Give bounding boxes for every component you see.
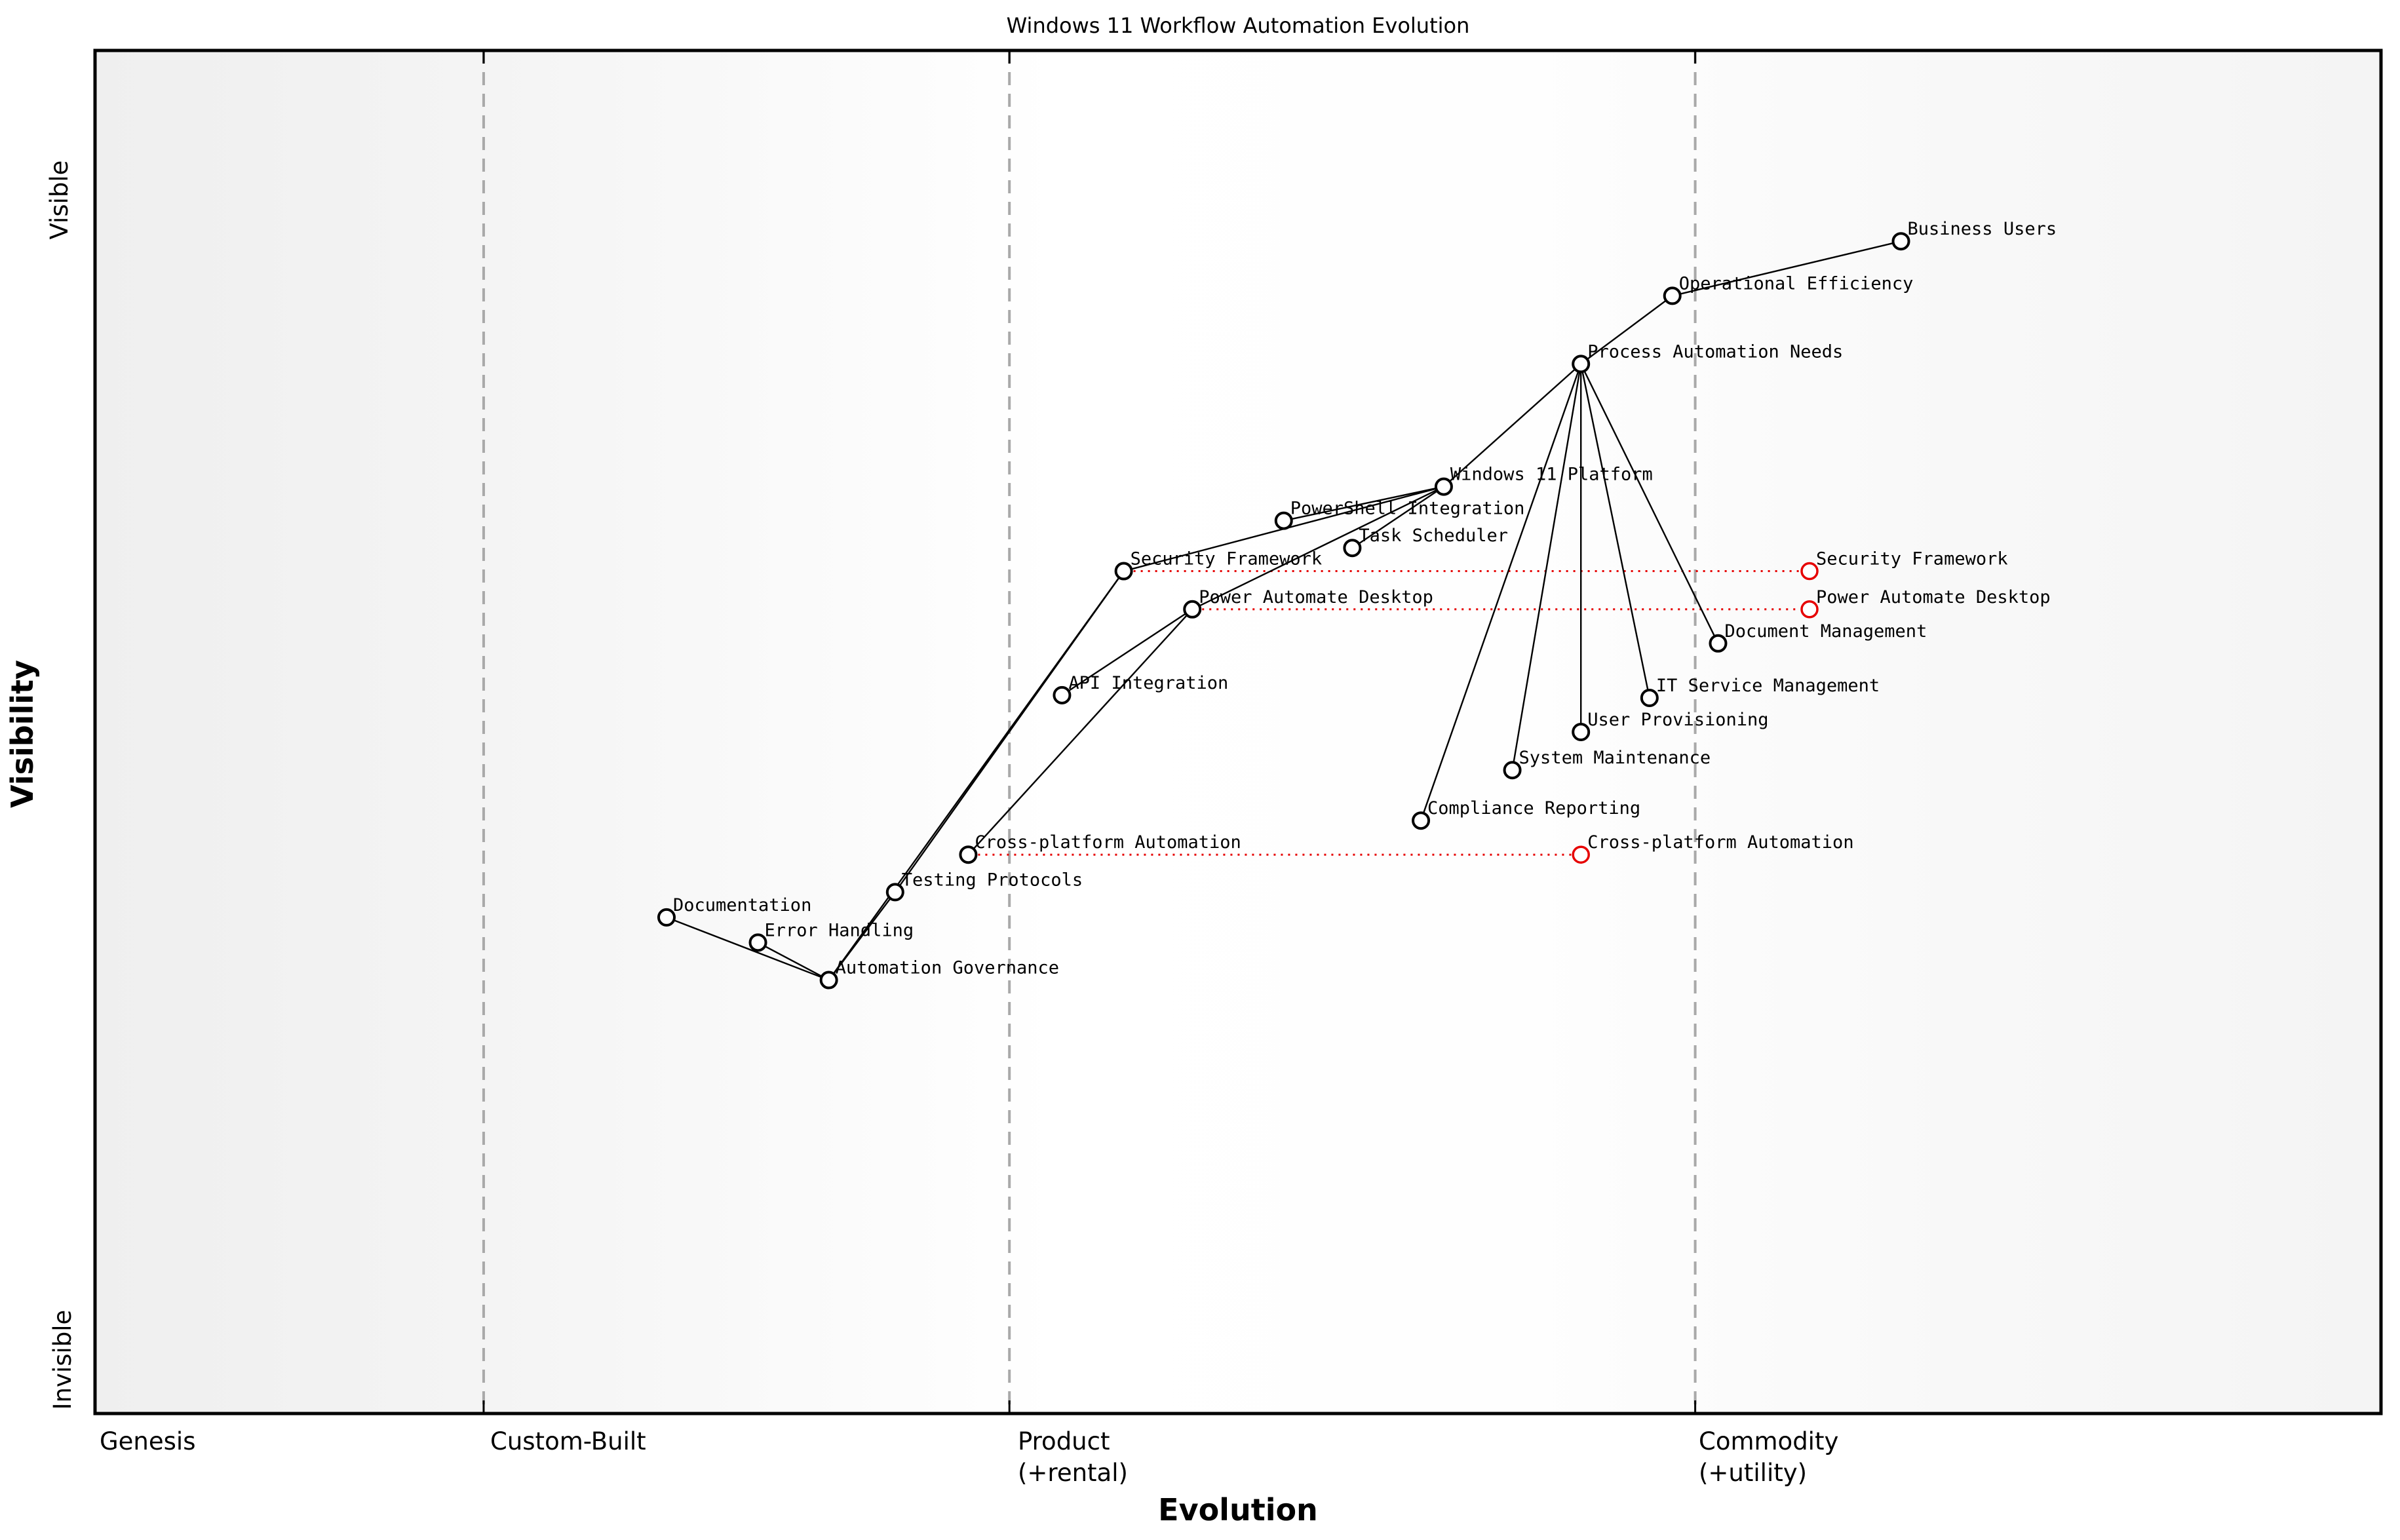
x-axis-title: Evolution	[1158, 1492, 1318, 1528]
edge-error-handling--automation-governance	[757, 942, 830, 981]
evolved-node-security-framework	[1800, 562, 1819, 581]
node-windows-11-platform	[1434, 477, 1453, 496]
node-label-powershell-integration: PowerShell Integration	[1290, 499, 1525, 519]
y-label-visible: Visible	[45, 161, 73, 240]
component-nodes	[657, 232, 1910, 990]
x-stage-product-line2: (+rental)	[1018, 1459, 1128, 1487]
edge-business-users--operational-efficiency	[1672, 241, 1901, 297]
edge-process-automation-needs--windows-11-platform	[1443, 363, 1581, 488]
node-automation-governance	[819, 971, 838, 990]
edge-windows-11-platform--task-scheduler	[1351, 486, 1444, 549]
edge-testing-protocols--automation-governance	[828, 891, 896, 981]
node-label-it-service-management: IT Service Management	[1656, 676, 1880, 696]
node-label-cross-platform-automation: Cross-platform Automation	[975, 832, 1241, 853]
x-stage-genesis: Genesis	[100, 1427, 195, 1455]
evolved-node-label-cross-platform-automation: Cross-platform Automation	[1587, 832, 1853, 853]
edge-process-automation-needs--system-maintenance	[1511, 364, 1582, 771]
evolved-node-power-automate-desktop	[1800, 600, 1819, 619]
node-label-compliance-reporting: Compliance Reporting	[1427, 798, 1640, 818]
node-label-error-handling: Error Handling	[765, 920, 914, 940]
node-compliance-reporting	[1412, 811, 1431, 830]
node-api-integration	[1053, 685, 1072, 704]
node-document-management	[1709, 634, 1728, 653]
node-label-user-provisioning: User Provisioning	[1587, 710, 1768, 730]
node-label-windows-11-platform: Windows 11 Platform	[1450, 465, 1653, 485]
node-label-process-automation-needs: Process Automation Needs	[1587, 341, 1843, 362]
node-security-framework	[1114, 562, 1133, 581]
edge-windows-11-platform--powershell-integration	[1283, 486, 1444, 522]
edge-windows-11-platform--power-automate-desktop	[1191, 486, 1444, 610]
node-cross-platform-automation	[959, 845, 978, 864]
node-powershell-integration	[1274, 511, 1293, 530]
node-label-power-automate-desktop: Power Automate Desktop	[1199, 587, 1433, 607]
dependency-edges	[666, 241, 1901, 981]
plot-area	[95, 50, 2381, 1414]
node-label-automation-governance: Automation Governance	[836, 958, 1059, 978]
node-label-system-maintenance: System Maintenance	[1519, 748, 1711, 768]
y-label-invisible: Invisible	[48, 1310, 77, 1410]
node-label-security-framework: Security Framework	[1131, 549, 1323, 569]
node-testing-protocols	[885, 883, 904, 902]
node-label-api-integration: API Integration	[1068, 673, 1228, 693]
node-user-provisioning	[1572, 723, 1591, 741]
edge-power-automate-desktop--api-integration	[1061, 608, 1193, 696]
evolved-node-cross-platform-automation	[1572, 845, 1590, 864]
node-label-testing-protocols: Testing Protocols	[902, 870, 1083, 890]
x-stage-commodity-line2: (+utility)	[1699, 1459, 1807, 1487]
edge-process-automation-needs--document-management	[1580, 363, 1719, 644]
node-business-users	[1891, 232, 1910, 251]
edge-power-automate-desktop--cross-platform-automation	[967, 608, 1193, 856]
chart-title: Windows 11 Workflow Automation Evolution	[1007, 13, 1470, 38]
edge-process-automation-needs--it-service-management	[1580, 364, 1651, 699]
node-system-maintenance	[1503, 761, 1522, 780]
edge-documentation--automation-governance	[666, 916, 830, 981]
y-axis-title: Visibility	[5, 660, 40, 808]
node-label-documentation: Documentation	[673, 895, 811, 915]
node-error-handling	[748, 933, 767, 952]
edge-operational-efficiency--process-automation-needs	[1580, 295, 1673, 365]
edge-process-automation-needs--compliance-reporting	[1420, 364, 1582, 821]
node-label-operational-efficiency: Operational Efficiency	[1679, 273, 1914, 294]
node-process-automation-needs	[1572, 355, 1591, 374]
evolved-node-label-security-framework: Security Framework	[1816, 549, 2008, 569]
node-label-task-scheduler: Task Scheduler	[1359, 526, 1508, 546]
node-operational-efficiency	[1663, 286, 1682, 305]
evolved-node-label-power-automate-desktop: Power Automate Desktop	[1816, 587, 2051, 607]
node-it-service-management	[1640, 689, 1659, 707]
node-documentation	[657, 908, 676, 927]
edge-security-framework--automation-governance	[828, 570, 1125, 981]
component-labels: Security Framework Power Automate Desktop…	[673, 219, 2057, 978]
node-label-document-management: Document Management	[1724, 621, 1927, 642]
x-stage-product-line1: Product	[1018, 1427, 1110, 1455]
node-label-business-users: Business Users	[1908, 219, 2057, 239]
node-power-automate-desktop	[1183, 600, 1202, 619]
node-task-scheduler	[1343, 539, 1362, 558]
x-stage-custom-built: Custom-Built	[490, 1427, 646, 1455]
plot-frame	[93, 48, 2383, 1415]
x-stage-commodity-line1: Commodity	[1699, 1427, 1838, 1455]
